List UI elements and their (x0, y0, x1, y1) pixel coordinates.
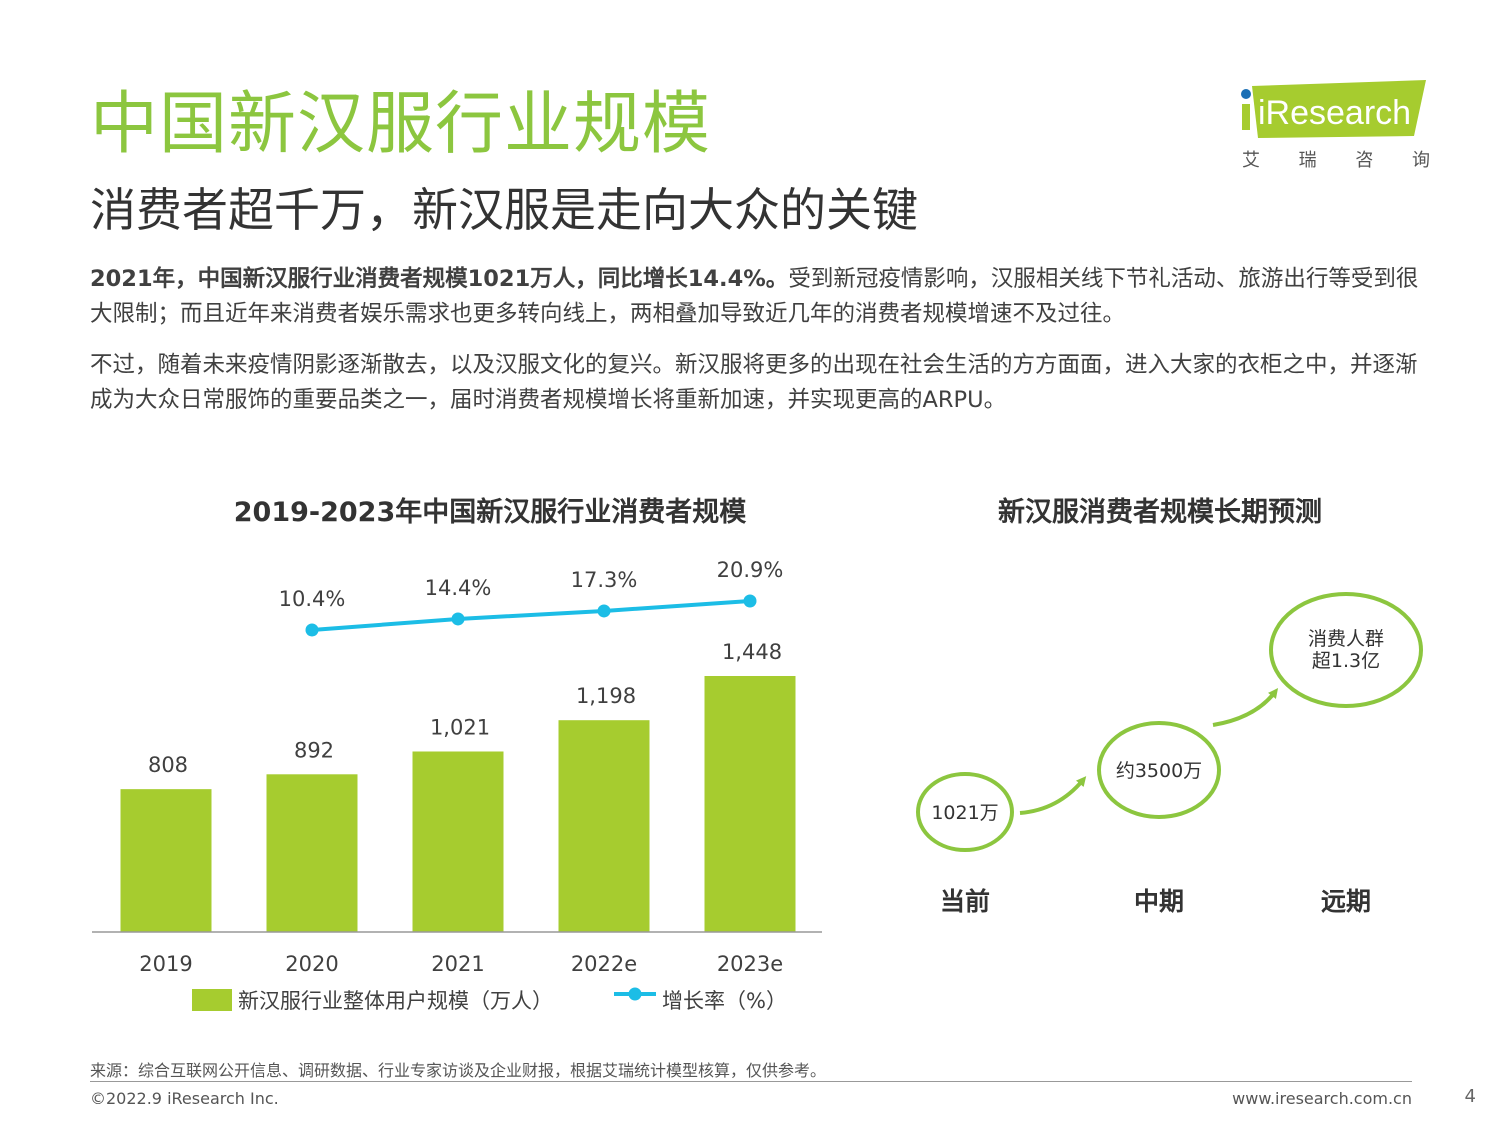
source-note: 来源：综合互联网公开信息、调研数据、行业专家访谈及企业财报，根据艾瑞统计模型核算… (90, 1061, 827, 1080)
paragraph-summary-rest: 受到新冠疫情影响，汉服相关线下节礼活动、旅游出行等受到很大限制；而且近年来消费者… (90, 266, 1419, 327)
forecast-circle-stage-1 (916, 772, 1014, 852)
logo-chinese-name: 艾 瑞 咨 询 (1242, 146, 1430, 172)
growth-rate-line (311, 599, 751, 632)
iresearch-logo: iResearch (1241, 80, 1426, 138)
bar-chart-title: 2019-2023年中国新汉服行业消费者规模 (233, 497, 747, 528)
growth-rate-point (305, 623, 319, 637)
forecast-title: 新汉服消费者规模长期预测 (998, 497, 1322, 528)
growth-rate-point (743, 594, 757, 608)
legend-line-label: 增长率（%） (662, 989, 787, 1013)
forecast-circle-value: 超1.3亿 (1312, 650, 1380, 672)
x-tick-label: 2022e (571, 952, 637, 976)
x-tick-label: 2021 (431, 952, 484, 976)
growth-rate-label: 20.9% (717, 558, 784, 582)
page-subtitle: 消费者超千万，新汉服是走向大众的关键 (90, 183, 918, 237)
logo-text: iResearch (1258, 94, 1411, 132)
bar-value-label: 892 (294, 738, 334, 762)
forecast-circle-value: 消费人群 (1308, 628, 1384, 650)
logo-char: 咨 (1355, 150, 1374, 171)
forecast-arrow (1019, 776, 1087, 815)
bar-value-label: 808 (148, 753, 188, 777)
forecast-stage-label: 当前 (940, 887, 990, 916)
bar-value-label: 1,448 (722, 640, 782, 664)
forecast-circle-value: 约3500万 (1116, 760, 1202, 782)
x-tick-label: 2020 (285, 952, 338, 976)
forecast-circle-value: 1021万 (931, 802, 998, 824)
website-link[interactable]: www.iresearch.com.cn (1232, 1089, 1412, 1108)
bar-value-label: 1,021 (430, 715, 490, 739)
legend-bar-swatch (192, 989, 232, 1011)
forecast-circle-stage-2 (1097, 721, 1221, 819)
legend-bar-label: 新汉服行业整体用户规模（万人） (238, 989, 553, 1013)
x-tick-label: 2019 (139, 952, 192, 976)
x-tick-label: 2023e (717, 952, 783, 976)
bar-2021 (412, 751, 504, 932)
forecast-stage-label: 中期 (1134, 887, 1184, 916)
footer-divider (90, 1081, 1412, 1082)
forecast-circle-stage-3 (1269, 592, 1423, 708)
logo-char: 艾 (1242, 150, 1260, 171)
paragraph-summary-bold: 2021年，中国新汉服行业消费者规模1021万人，同比增长14.4%。 (90, 266, 789, 292)
bar-value-label: 1,198 (576, 684, 636, 708)
page-number: 4 (1464, 1086, 1476, 1107)
legend-line-marker (628, 987, 642, 1001)
logo-char: 询 (1411, 150, 1430, 171)
paragraph-summary: 2021年，中国新汉服行业消费者规模1021万人，同比增长14.4%。受到新冠疫… (90, 262, 1430, 332)
growth-rate-point (597, 604, 611, 618)
growth-rate-label: 17.3% (571, 568, 638, 592)
bar-2023e (704, 676, 796, 932)
copyright: ©2022.9 iResearch Inc. (90, 1089, 279, 1108)
paragraph-outlook: 不过，随着未来疫情阴影逐渐散去，以及汉服文化的复兴。新汉服将更多的出现在社会生活… (90, 352, 1418, 413)
growth-rate-point (451, 612, 465, 626)
logo-char: 瑞 (1298, 150, 1317, 171)
forecast-arrow (1212, 688, 1279, 727)
growth-rate-label: 10.4% (279, 587, 346, 611)
bar-2020 (266, 774, 358, 932)
page-title: 中国新汉服行业规模 (90, 85, 712, 164)
bar-2022e (558, 720, 650, 932)
bar-2019 (120, 789, 212, 932)
growth-rate-label: 14.4% (425, 576, 492, 600)
forecast-stage-label: 远期 (1321, 887, 1371, 916)
